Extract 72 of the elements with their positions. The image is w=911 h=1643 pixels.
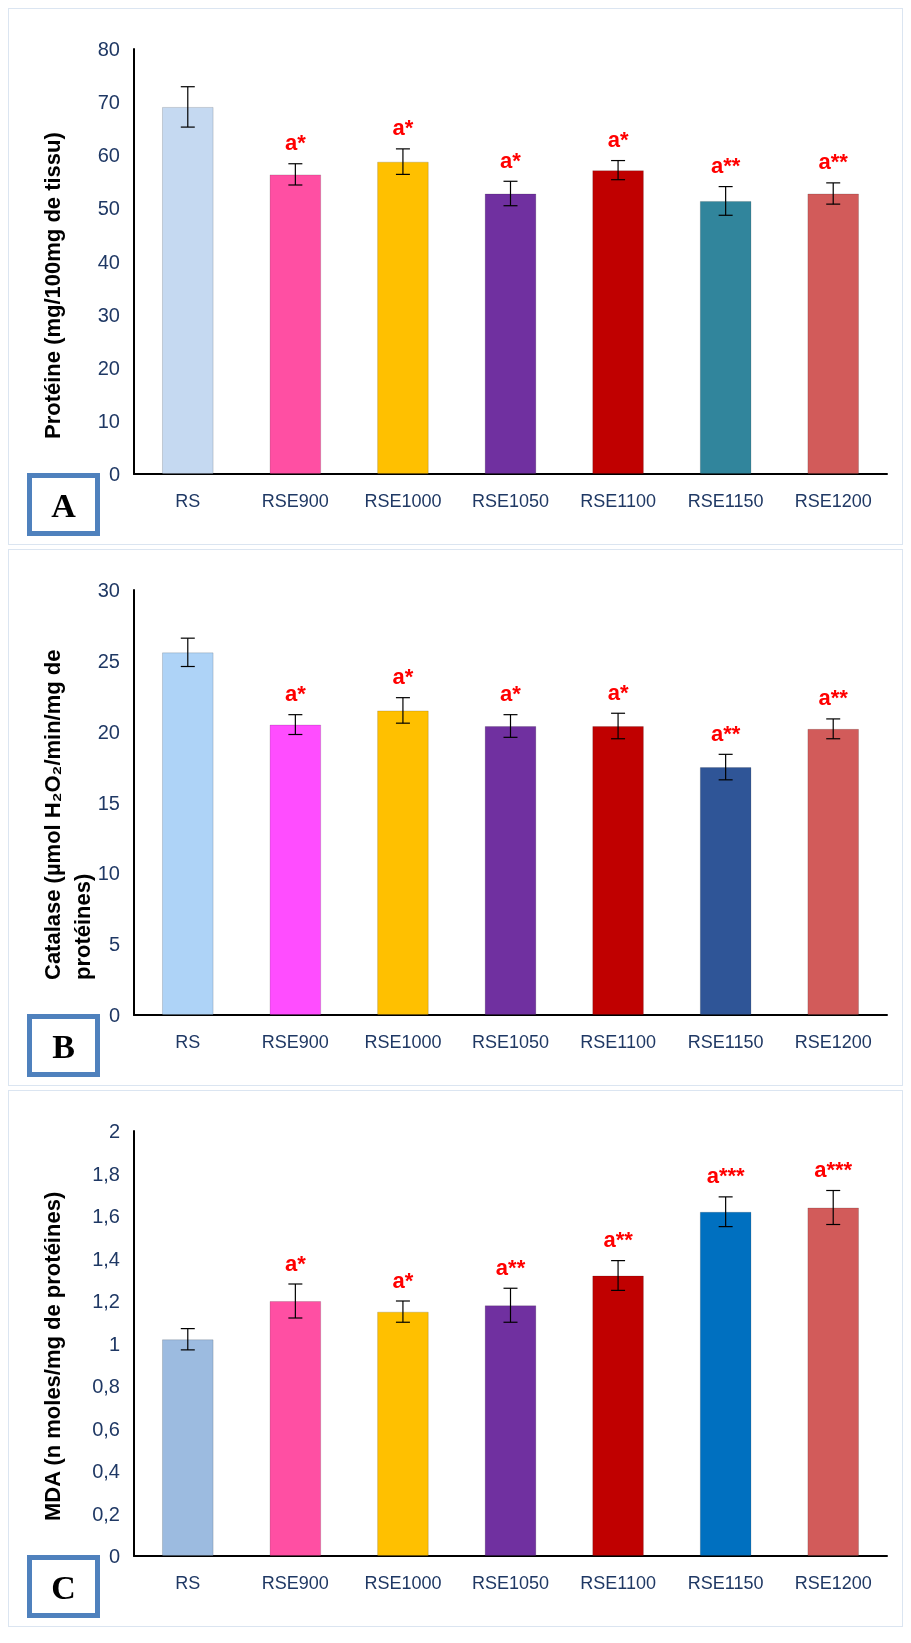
x-tick-label: RSE1150 — [687, 1032, 764, 1052]
data-label: a* — [392, 115, 414, 141]
data-label: a* — [392, 1267, 414, 1293]
data-label: a* — [500, 681, 522, 707]
y-tick-label: 0 — [108, 463, 120, 485]
data-label: a* — [607, 127, 629, 153]
data-label: a* — [284, 681, 307, 707]
y-axis-title: Protéine (mg/100mg de tissu) — [39, 132, 65, 439]
x-tick-label: RSE1000 — [364, 1573, 442, 1593]
data-label: a* — [392, 664, 414, 690]
y-tick-label: 1,8 — [92, 1162, 120, 1185]
text: B — [52, 1028, 75, 1065]
y-tick-label: 10 — [97, 409, 120, 432]
x-tick-label: RSE1000 — [364, 491, 442, 511]
text: A — [51, 487, 77, 524]
x-tick-label: RSE900 — [261, 1032, 329, 1052]
data-label: a* — [607, 679, 629, 705]
y-tick-label: 60 — [97, 144, 120, 167]
y-axis-title: MDA (n moles/mg de protéines) — [39, 1191, 65, 1521]
y-tick-label: 20 — [97, 356, 120, 379]
y-tick-label: 30 — [97, 579, 120, 601]
x-tick-label: RS — [175, 1032, 201, 1052]
data-label: a** — [603, 1227, 634, 1253]
data-label: a** — [710, 153, 741, 179]
y-tick-label: 0 — [108, 1004, 120, 1026]
x-tick-label: RS — [175, 491, 201, 511]
data-label: a** — [710, 720, 741, 746]
y-tick-label: 30 — [97, 303, 120, 326]
y-tick-label: 20 — [97, 720, 120, 743]
x-tick-label: RSE1150 — [687, 1573, 764, 1593]
data-label: a** — [818, 149, 849, 175]
text: C — [51, 1569, 76, 1606]
x-tick-label: RSE1200 — [794, 1573, 872, 1593]
y-tick-label: 10 — [97, 862, 120, 885]
data-label: a* — [500, 147, 522, 173]
data-label: a*** — [814, 1157, 853, 1182]
y-tick-label: 2 — [108, 1120, 120, 1142]
x-tick-label: RSE1050 — [471, 1573, 550, 1593]
data-label: a* — [284, 1250, 307, 1276]
y-tick-label: 1,2 — [92, 1290, 120, 1312]
y-tick-label: 1,6 — [92, 1205, 120, 1227]
x-tick-label: RSE900 — [261, 1573, 329, 1593]
x-tick-label: RSE1100 — [580, 491, 656, 511]
x-tick-label: RSE1000 — [364, 1032, 442, 1052]
y-tick-label: 1,4 — [92, 1247, 120, 1270]
x-tick-label: RSE900 — [261, 491, 329, 511]
x-tick-label: RSE1050 — [471, 491, 550, 511]
x-tick-label: RS — [175, 1573, 201, 1593]
y-tick-label: 40 — [97, 250, 120, 273]
y-tick-label: 70 — [97, 91, 120, 114]
y-tick-label: 15 — [97, 791, 120, 814]
y-tick-label: 1 — [108, 1332, 120, 1355]
y-tick-label: 50 — [97, 197, 120, 220]
y-tick-label: 5 — [108, 933, 120, 956]
x-tick-label: RSE1100 — [580, 1032, 656, 1052]
data-label: a** — [818, 685, 849, 711]
data-label: a** — [495, 1254, 526, 1280]
y-tick-label: 25 — [97, 649, 120, 672]
x-tick-label: RSE1150 — [687, 491, 764, 511]
x-tick-label: RSE1050 — [471, 1032, 550, 1052]
y-tick-label: 0,6 — [92, 1417, 120, 1440]
data-label: a*** — [706, 1163, 746, 1189]
y-axis-title: Catalase (µmol H₂O₂/min/mg de protéines) — [39, 643, 95, 980]
y-tick-label: 0 — [108, 1545, 120, 1567]
y-tick-label: 0,8 — [92, 1375, 120, 1397]
x-tick-label: RSE1200 — [794, 1032, 872, 1052]
y-tick-label: 0,2 — [92, 1502, 120, 1525]
y-tick-label: 80 — [97, 38, 120, 60]
y-tick-label: 0,4 — [92, 1460, 120, 1482]
x-tick-label: RSE1100 — [580, 1573, 656, 1593]
data-label: a* — [284, 130, 307, 156]
x-tick-label: RSE1200 — [794, 491, 872, 511]
